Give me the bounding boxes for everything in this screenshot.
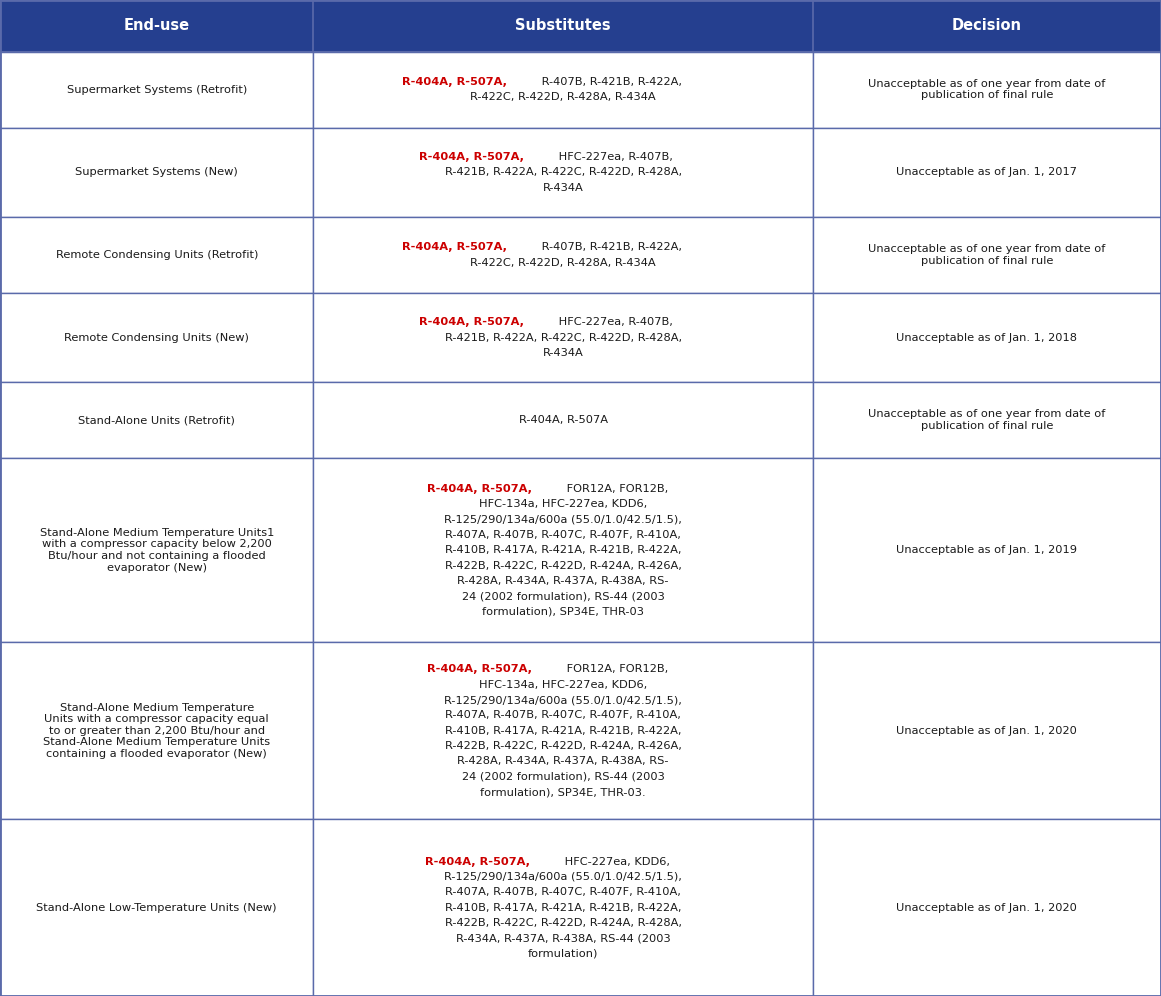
- Text: R-407B, R-421B, R-422A,: R-407B, R-421B, R-422A,: [538, 242, 682, 252]
- Text: R-407B, R-421B, R-422A,: R-407B, R-421B, R-422A,: [538, 77, 682, 87]
- Text: Remote Condensing Units (Retrofit): Remote Condensing Units (Retrofit): [56, 250, 258, 260]
- Text: Unacceptable as of Jan. 1, 2020: Unacceptable as of Jan. 1, 2020: [896, 726, 1077, 736]
- Text: Stand-Alone Low-Temperature Units (New): Stand-Alone Low-Temperature Units (New): [36, 902, 277, 912]
- Text: 24 (2002 formulation), RS-44 (2003: 24 (2002 formulation), RS-44 (2003: [462, 772, 664, 782]
- Text: R-434A: R-434A: [542, 182, 584, 192]
- Bar: [813, 819, 1161, 996]
- Bar: [313, 52, 813, 127]
- Text: Remote Condensing Units (New): Remote Condensing Units (New): [64, 333, 250, 343]
- Text: R-407A, R-407B, R-407C, R-407F, R-410A,: R-407A, R-407B, R-407C, R-407F, R-410A,: [445, 530, 682, 540]
- Text: R-125/290/134a/600a (55.0/1.0/42.5/1.5),: R-125/290/134a/600a (55.0/1.0/42.5/1.5),: [445, 872, 682, 881]
- Text: Stand-Alone Medium Temperature Units1
with a compressor capacity below 2,200
Btu: Stand-Alone Medium Temperature Units1 wi…: [39, 528, 274, 573]
- Text: R-404A, R-507A,: R-404A, R-507A,: [427, 664, 533, 674]
- Text: Stand-Alone Units (Retrofit): Stand-Alone Units (Retrofit): [78, 415, 236, 425]
- Text: formulation), SP34E, THR-03.: formulation), SP34E, THR-03.: [481, 787, 646, 797]
- Text: Decision: Decision: [952, 18, 1022, 34]
- Text: R-404A, R-507A,: R-404A, R-507A,: [419, 152, 525, 162]
- Text: R-125/290/134a/600a (55.0/1.0/42.5/1.5),: R-125/290/134a/600a (55.0/1.0/42.5/1.5),: [445, 695, 682, 705]
- Bar: [0, 52, 313, 127]
- Bar: [0, 458, 313, 642]
- Text: R-404A, R-507A: R-404A, R-507A: [519, 415, 607, 425]
- Text: R-404A, R-507A,: R-404A, R-507A,: [427, 484, 533, 494]
- Text: R-428A, R-434A, R-437A, R-438A, RS-: R-428A, R-434A, R-437A, R-438A, RS-: [457, 576, 669, 586]
- Text: R-434A, R-437A, R-438A, RS-44 (2003: R-434A, R-437A, R-438A, RS-44 (2003: [456, 933, 670, 943]
- Text: HFC-227ea, KDD6,: HFC-227ea, KDD6,: [561, 857, 670, 867]
- Bar: [813, 52, 1161, 127]
- Bar: [313, 382, 813, 458]
- Text: HFC-134a, HFC-227ea, KDD6,: HFC-134a, HFC-227ea, KDD6,: [479, 679, 647, 690]
- Text: R-434A: R-434A: [542, 348, 584, 358]
- Bar: [0, 0, 1161, 52]
- Bar: [813, 458, 1161, 642]
- Bar: [313, 217, 813, 293]
- Text: End-use: End-use: [124, 18, 189, 34]
- Bar: [313, 458, 813, 642]
- Text: R-407A, R-407B, R-407C, R-407F, R-410A,: R-407A, R-407B, R-407C, R-407F, R-410A,: [445, 710, 682, 720]
- Text: Unacceptable as of one year from date of
publication of final rule: Unacceptable as of one year from date of…: [868, 79, 1105, 101]
- Text: Unacceptable as of one year from date of
publication of final rule: Unacceptable as of one year from date of…: [868, 244, 1105, 266]
- Bar: [813, 217, 1161, 293]
- Text: R-410B, R-417A, R-421A, R-421B, R-422A,: R-410B, R-417A, R-421A, R-421B, R-422A,: [445, 545, 682, 555]
- Text: Unacceptable as of Jan. 1, 2019: Unacceptable as of Jan. 1, 2019: [896, 545, 1077, 555]
- Bar: [313, 127, 813, 217]
- Text: R-125/290/134a/600a (55.0/1.0/42.5/1.5),: R-125/290/134a/600a (55.0/1.0/42.5/1.5),: [445, 515, 682, 525]
- Bar: [813, 293, 1161, 382]
- Text: R-421B, R-422A, R-422C, R-422D, R-428A,: R-421B, R-422A, R-422C, R-422D, R-428A,: [445, 167, 682, 177]
- Text: R-428A, R-434A, R-437A, R-438A, RS-: R-428A, R-434A, R-437A, R-438A, RS-: [457, 756, 669, 766]
- Bar: [0, 819, 313, 996]
- Text: R-404A, R-507A,: R-404A, R-507A,: [403, 77, 507, 87]
- Text: R-410B, R-417A, R-421A, R-421B, R-422A,: R-410B, R-417A, R-421A, R-421B, R-422A,: [445, 902, 682, 912]
- Text: Stand-Alone Medium Temperature
Units with a compressor capacity equal
to or grea: Stand-Alone Medium Temperature Units wit…: [43, 702, 271, 759]
- Text: R-422B, R-422C, R-422D, R-424A, R-426A,: R-422B, R-422C, R-422D, R-424A, R-426A,: [445, 561, 682, 571]
- Bar: [0, 217, 313, 293]
- Text: Unacceptable as of Jan. 1, 2018: Unacceptable as of Jan. 1, 2018: [896, 333, 1077, 343]
- Bar: [313, 293, 813, 382]
- Text: R-407A, R-407B, R-407C, R-407F, R-410A,: R-407A, R-407B, R-407C, R-407F, R-410A,: [445, 887, 682, 897]
- Text: Unacceptable as of Jan. 1, 2017: Unacceptable as of Jan. 1, 2017: [896, 167, 1077, 177]
- Bar: [0, 642, 313, 819]
- Text: Supermarket Systems (New): Supermarket Systems (New): [75, 167, 238, 177]
- Text: R-421B, R-422A, R-422C, R-422D, R-428A,: R-421B, R-422A, R-422C, R-422D, R-428A,: [445, 333, 682, 343]
- Text: R-410B, R-417A, R-421A, R-421B, R-422A,: R-410B, R-417A, R-421A, R-421B, R-422A,: [445, 726, 682, 736]
- Text: Substitutes: Substitutes: [515, 18, 611, 34]
- Bar: [813, 642, 1161, 819]
- Bar: [0, 293, 313, 382]
- Text: R-404A, R-507A,: R-404A, R-507A,: [419, 318, 525, 328]
- Text: Unacceptable as of one year from date of
publication of final rule: Unacceptable as of one year from date of…: [868, 409, 1105, 431]
- Text: 24 (2002 formulation), RS-44 (2003: 24 (2002 formulation), RS-44 (2003: [462, 592, 664, 602]
- Bar: [813, 382, 1161, 458]
- Text: R-422C, R-422D, R-428A, R-434A: R-422C, R-422D, R-428A, R-434A: [470, 93, 656, 103]
- Bar: [313, 642, 813, 819]
- Text: R-422B, R-422C, R-422D, R-424A, R-428A,: R-422B, R-422C, R-422D, R-424A, R-428A,: [445, 918, 682, 928]
- Text: R-404A, R-507A,: R-404A, R-507A,: [403, 242, 507, 252]
- Text: formulation): formulation): [528, 948, 598, 958]
- Text: FOR12A, FOR12B,: FOR12A, FOR12B,: [563, 484, 669, 494]
- Bar: [813, 127, 1161, 217]
- Bar: [0, 127, 313, 217]
- Bar: [313, 819, 813, 996]
- Text: HFC-227ea, R-407B,: HFC-227ea, R-407B,: [555, 152, 672, 162]
- Text: Supermarket Systems (Retrofit): Supermarket Systems (Retrofit): [66, 85, 247, 95]
- Text: HFC-134a, HFC-227ea, KDD6,: HFC-134a, HFC-227ea, KDD6,: [479, 499, 647, 509]
- Text: R-404A, R-507A,: R-404A, R-507A,: [425, 857, 531, 867]
- Text: HFC-227ea, R-407B,: HFC-227ea, R-407B,: [555, 318, 672, 328]
- Text: FOR12A, FOR12B,: FOR12A, FOR12B,: [563, 664, 669, 674]
- Text: R-422C, R-422D, R-428A, R-434A: R-422C, R-422D, R-428A, R-434A: [470, 258, 656, 268]
- Text: formulation), SP34E, THR-03: formulation), SP34E, THR-03: [482, 607, 644, 617]
- Text: R-422B, R-422C, R-422D, R-424A, R-426A,: R-422B, R-422C, R-422D, R-424A, R-426A,: [445, 741, 682, 751]
- Bar: [0, 382, 313, 458]
- Text: Unacceptable as of Jan. 1, 2020: Unacceptable as of Jan. 1, 2020: [896, 902, 1077, 912]
